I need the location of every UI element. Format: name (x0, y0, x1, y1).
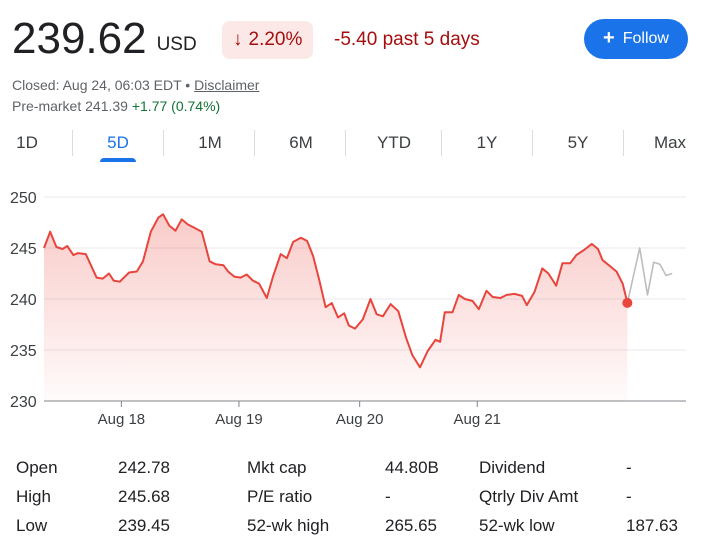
tab-divider (72, 130, 73, 156)
stat-label-mkt-cap: Mkt cap (247, 458, 307, 477)
tab-5y[interactable]: 5Y (553, 124, 603, 162)
stat-value-pe-ratio: - (385, 487, 391, 506)
tab-label: Max (653, 133, 687, 152)
premarket-info: Pre-market 241.39 +1.77 (0.74%) (12, 98, 220, 114)
tab-divider (532, 130, 533, 156)
y-tick-label: 235 (10, 343, 37, 360)
tab-label: 5Y (567, 133, 589, 152)
tab-1m[interactable]: 1M (185, 124, 235, 162)
tab-ytd[interactable]: YTD (368, 124, 420, 162)
disclaimer-link[interactable]: Disclaimer (194, 77, 260, 93)
tab-divider (623, 130, 624, 156)
stat-value-low: 239.45 (118, 516, 170, 535)
x-tick-label: Aug 18 (98, 411, 146, 428)
follow-button-label: Follow (622, 30, 669, 47)
tab-divider (441, 130, 442, 156)
tab-label: 6M (289, 133, 313, 152)
price-row: 239.62 USD (12, 14, 197, 64)
tab-max[interactable]: Max (648, 124, 692, 162)
follow-button[interactable]: + Follow (584, 19, 688, 59)
y-tick-label: 230 (10, 394, 37, 411)
stat-label-qtrly-div: Qtrly Div Amt (479, 487, 579, 506)
closed-text: Closed: Aug 24, 06:03 EDT • (12, 77, 191, 93)
x-tick-label: Aug 20 (336, 411, 384, 428)
tab-1y[interactable]: 1Y (462, 124, 512, 162)
tab-label: 1Y (476, 133, 498, 152)
stat-value-dividend: - (626, 458, 632, 477)
last-price-marker (622, 297, 633, 308)
y-tick-label: 250 (10, 190, 37, 207)
percent-change-value: 2.20% (248, 29, 303, 50)
stat-value-open: 242.78 (118, 458, 170, 477)
tab-label: 1D (16, 133, 38, 152)
stat-label-dividend: Dividend (479, 458, 546, 477)
percent-change-badge: ↓ 2.20% (222, 21, 314, 59)
tab-divider (163, 130, 164, 156)
tab-divider (345, 130, 346, 156)
price-chart[interactable]: 250 245 240 235 230 Aug 18 Aug 19 Aug 20 Aug 21 (0, 176, 702, 438)
plus-icon: + (603, 26, 615, 49)
active-tab-indicator (100, 158, 136, 162)
tab-5d[interactable]: 5D (100, 124, 136, 162)
range-tabs: 1D 5D 1M 6M YTD 1Y 5Y Max (0, 124, 702, 162)
premarket-price: Pre-market 241.39 (12, 98, 128, 114)
tab-6m[interactable]: 6M (276, 124, 326, 162)
market-status: Closed: Aug 24, 06:03 EDT • Disclaimer (12, 77, 259, 93)
current-price: 239.62 (12, 14, 147, 63)
stat-value-mkt-cap: 44.80B (385, 458, 439, 477)
x-tick-label: Aug 19 (215, 411, 263, 428)
x-tick-label: Aug 21 (453, 411, 501, 428)
stat-label-52wk-low: 52-wk low (479, 516, 555, 535)
y-tick-label: 240 (10, 292, 37, 309)
arrow-down-icon: ↓ (233, 29, 243, 50)
premarket-change: +1.77 (0.74%) (131, 98, 221, 114)
stat-value-52wk-high: 265.65 (385, 516, 437, 535)
tab-label: 5D (107, 133, 129, 152)
tab-label: YTD (377, 133, 411, 152)
stat-value-high: 245.68 (118, 487, 170, 506)
stat-label-open: Open (16, 458, 58, 477)
y-tick-label: 245 (10, 241, 37, 258)
tab-1d[interactable]: 1D (2, 124, 52, 162)
stat-label-pe-ratio: P/E ratio (247, 487, 313, 506)
stat-label-low: Low (16, 516, 48, 535)
period-change-text: -5.40 past 5 days (334, 29, 480, 50)
price-line (43, 213, 629, 369)
tab-divider (254, 130, 255, 156)
currency-label: USD (156, 34, 197, 55)
extended-hours-line (626, 247, 673, 304)
price-area-fill (44, 214, 628, 401)
stat-label-52wk-high: 52-wk high (247, 516, 330, 535)
stat-label-high: High (16, 487, 51, 506)
tab-label: 1M (198, 133, 222, 152)
stat-value-qtrly-div: - (626, 487, 632, 506)
stat-value-52wk-low: 187.63 (626, 516, 678, 535)
